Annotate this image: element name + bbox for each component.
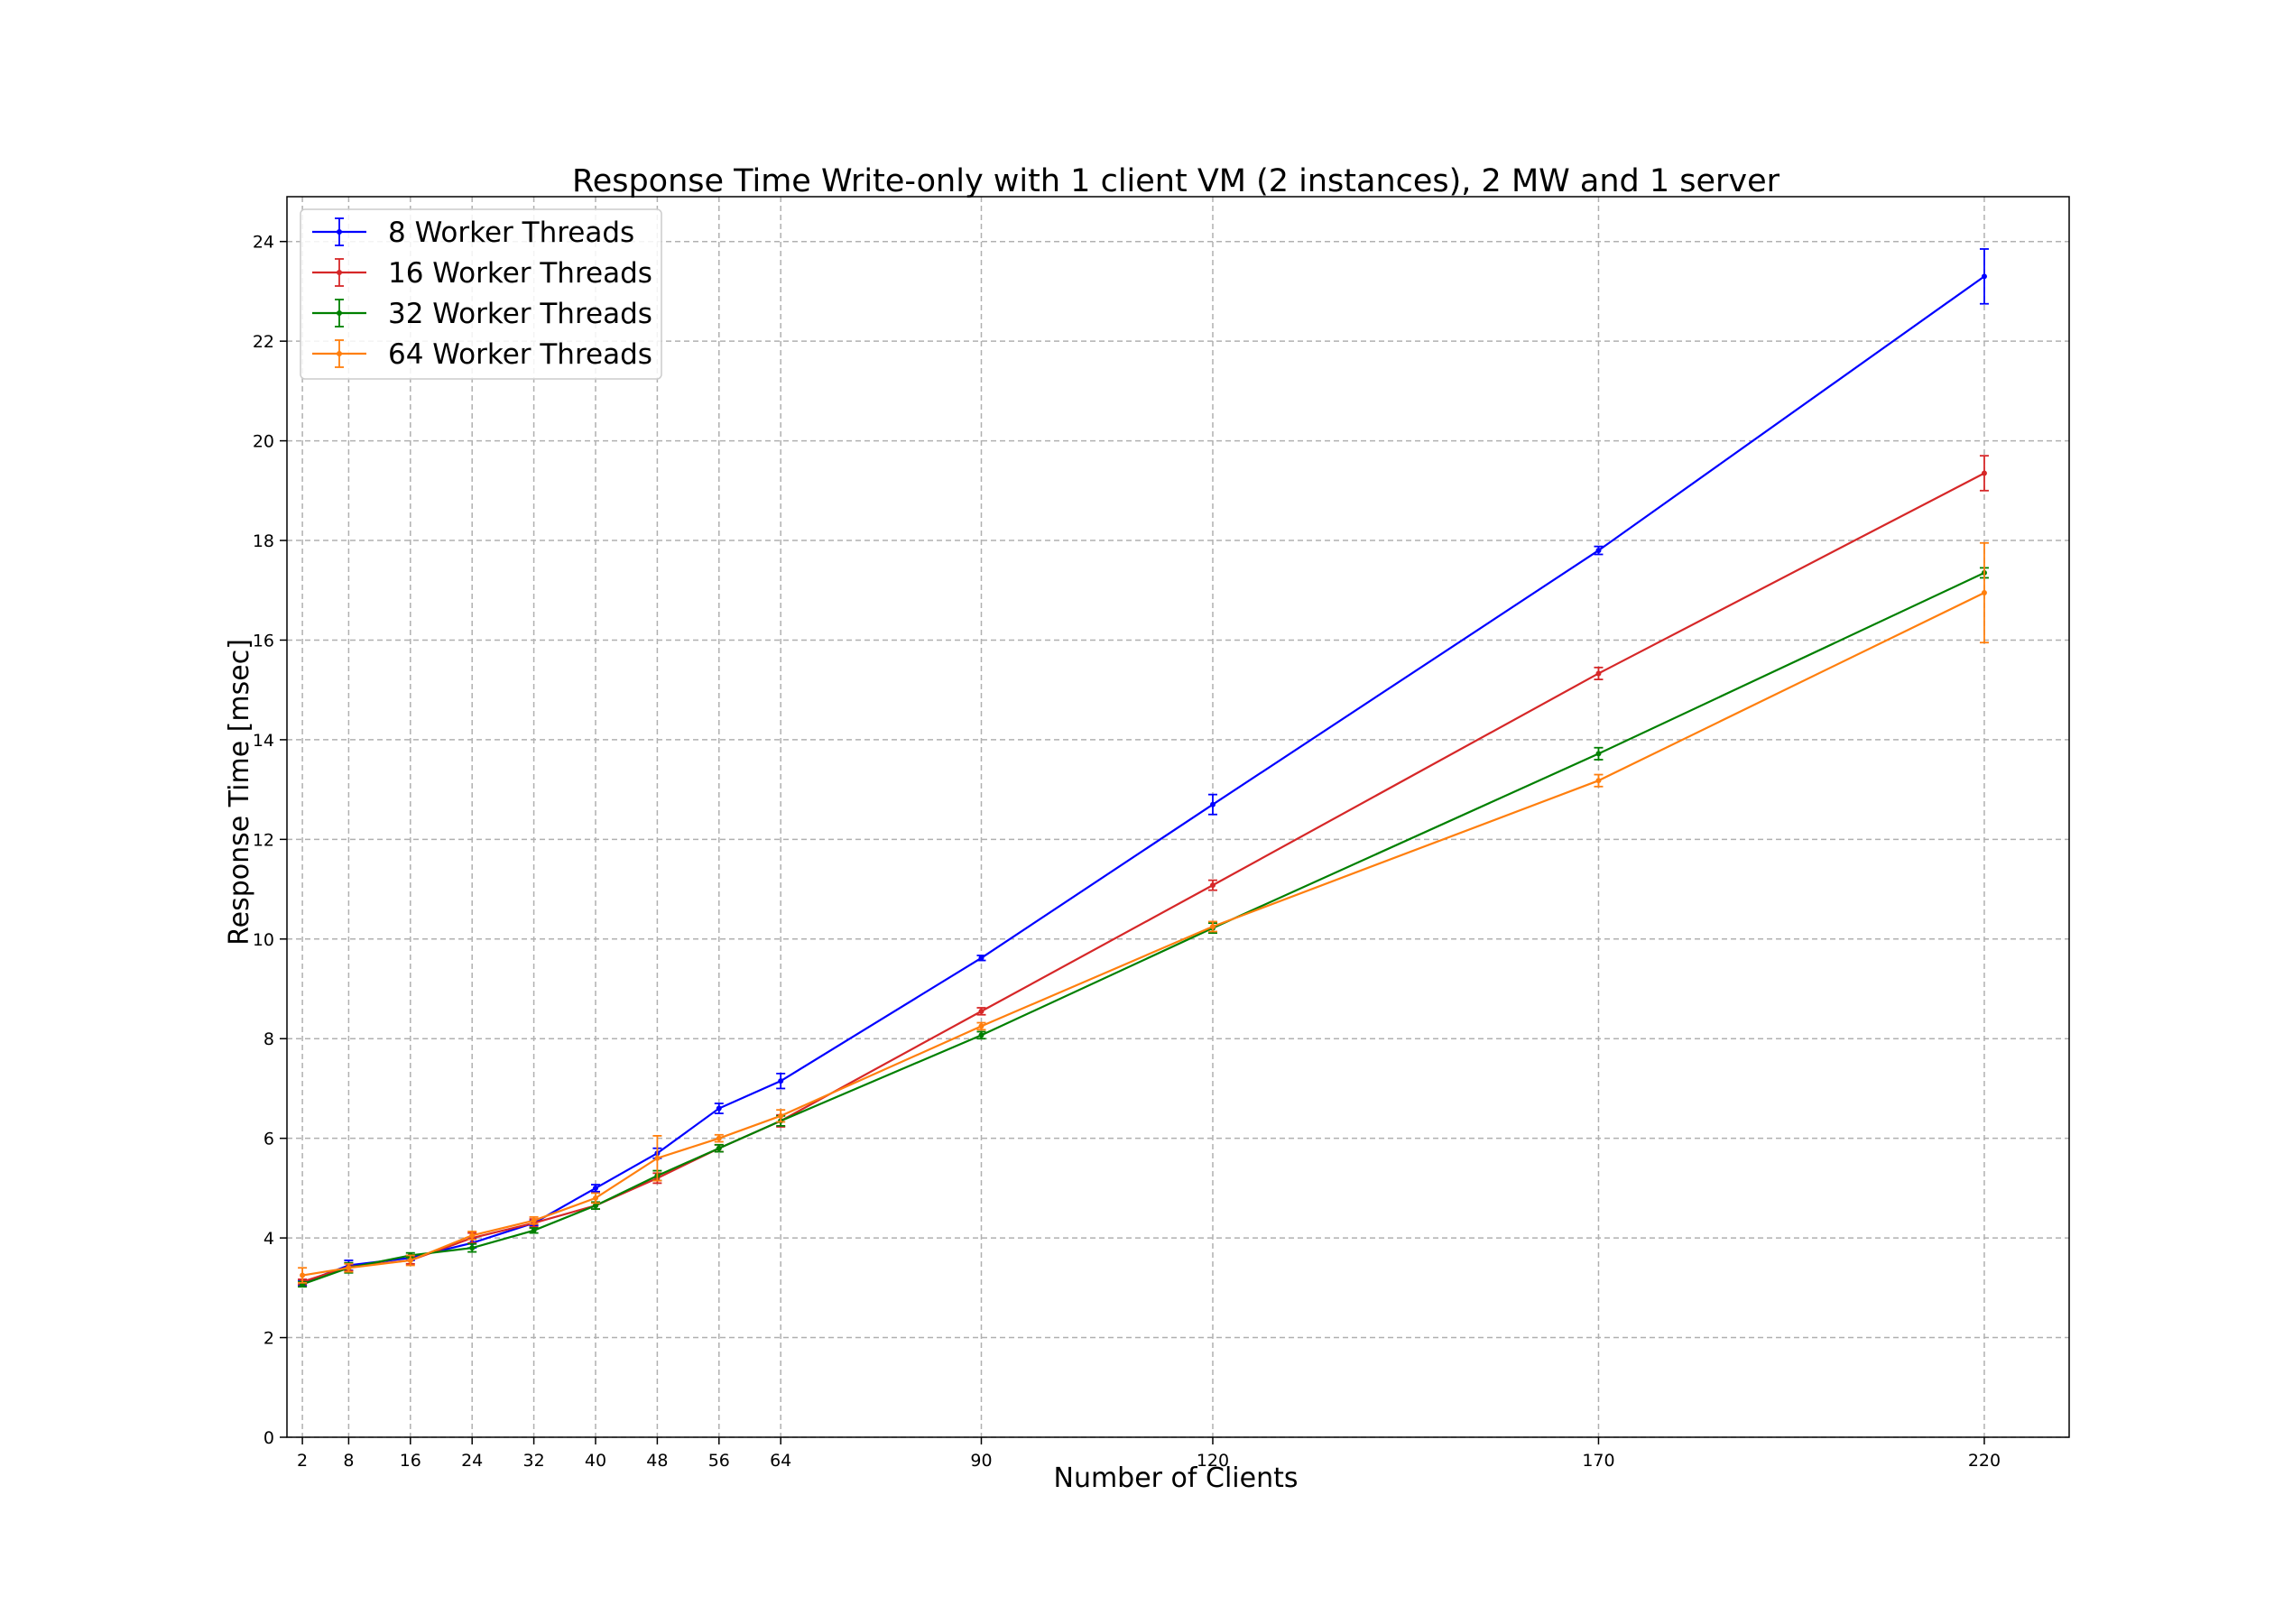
data-point — [531, 1227, 537, 1233]
x-axis-ticks: 2 8 16 24 32 40 48 56 64 90 120 170 220 — [297, 1437, 2001, 1471]
y-tick-label: 2 — [263, 1329, 274, 1349]
data-point — [1595, 778, 1602, 784]
legend-item: 64 Worker Threads — [312, 338, 652, 371]
data-point — [716, 1135, 722, 1141]
data-point — [469, 1245, 476, 1251]
data-point — [1595, 670, 1602, 677]
data-point — [654, 1155, 661, 1161]
y-tick-label: 16 — [253, 631, 274, 651]
data-point — [778, 1112, 784, 1119]
legend-item: 16 Worker Threads — [312, 257, 652, 290]
y-tick-label: 20 — [253, 432, 274, 452]
data-point — [1209, 923, 1216, 929]
y-tick-label: 22 — [253, 332, 274, 352]
y-tick-label: 24 — [253, 233, 274, 253]
legend-item: 32 Worker Threads — [312, 298, 652, 330]
data-point — [1981, 470, 1987, 476]
legend-item: 8 Worker Threads — [312, 217, 634, 249]
x-tick-label: 120 — [1197, 1451, 1229, 1471]
data-point — [1981, 273, 1987, 280]
legend-label: 16 Worker Threads — [388, 257, 652, 290]
y-tick-label: 18 — [253, 531, 274, 551]
y-tick-label: 4 — [263, 1229, 274, 1249]
legend-box — [300, 208, 662, 380]
x-tick-label: 64 — [770, 1451, 791, 1471]
x-tick-label: 56 — [708, 1451, 730, 1471]
data-point — [778, 1078, 784, 1084]
x-tick-label: 24 — [461, 1451, 483, 1471]
y-tick-label: 12 — [253, 830, 274, 850]
data-point — [978, 955, 984, 961]
x-tick-label: 2 — [297, 1451, 308, 1471]
data-point — [531, 1217, 537, 1223]
data-point — [1209, 801, 1216, 807]
legend: 8 Worker Threads 16 Worker Threads 32 Work… — [300, 208, 662, 380]
data-point — [716, 1105, 722, 1112]
data-point — [407, 1257, 413, 1263]
y-tick-label: 14 — [253, 731, 274, 751]
chart-title: Response Time Write-only with 1 client V… — [572, 163, 1780, 199]
y-tick-label: 0 — [263, 1428, 274, 1448]
legend-label: 32 Worker Threads — [388, 298, 652, 330]
y-axis-title: Response Time [msec] — [224, 639, 255, 946]
plot-area-frame — [286, 196, 2070, 1438]
data-point — [469, 1232, 476, 1239]
x-tick-label: 170 — [1582, 1451, 1614, 1471]
x-tick-label: 48 — [646, 1451, 668, 1471]
data-point — [592, 1195, 598, 1201]
x-tick-label: 16 — [400, 1451, 421, 1471]
data-point — [978, 1023, 984, 1029]
series-layer — [298, 248, 1989, 1288]
y-tick-label: 8 — [263, 1029, 274, 1049]
data-point — [1981, 590, 1987, 596]
data-point — [978, 1008, 984, 1014]
data-point — [716, 1145, 722, 1151]
x-tick-label: 220 — [1968, 1451, 2001, 1471]
legend-label: 8 Worker Threads — [388, 217, 634, 249]
x-tick-label: 90 — [970, 1451, 992, 1471]
x-tick-label: 40 — [585, 1451, 606, 1471]
data-point — [592, 1185, 598, 1191]
data-point — [1595, 548, 1602, 554]
data-point — [592, 1203, 598, 1209]
data-point — [978, 1032, 984, 1038]
x-tick-label: 8 — [343, 1451, 354, 1471]
y-tick-label: 10 — [253, 930, 274, 950]
data-point — [300, 1272, 306, 1278]
data-point — [1209, 882, 1216, 889]
x-axis-title: Number of Clients — [1054, 1463, 1299, 1494]
data-point — [346, 1265, 352, 1271]
y-tick-label: 6 — [263, 1130, 274, 1149]
x-tick-label: 32 — [522, 1451, 544, 1471]
series-4 — [298, 541, 1989, 1284]
data-point — [1595, 751, 1602, 757]
legend-label: 64 Worker Threads — [388, 338, 652, 371]
